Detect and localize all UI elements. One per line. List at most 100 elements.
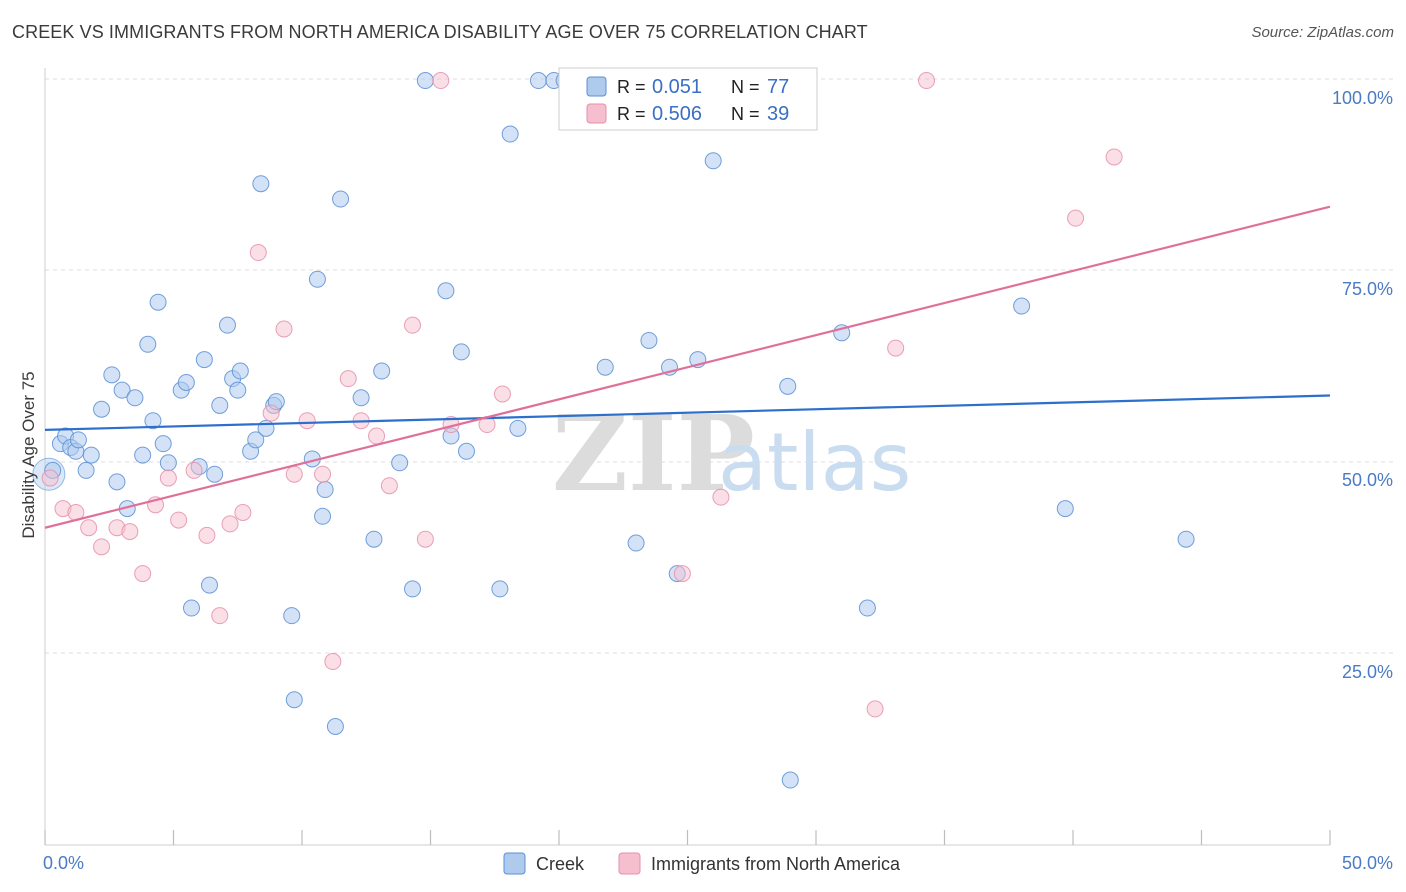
point-creek [365, 530, 383, 548]
trend-line-creek [44, 394, 1331, 431]
point-creek [126, 389, 144, 407]
point-imm [198, 526, 216, 544]
point-creek [206, 465, 224, 483]
point-creek [640, 331, 658, 349]
point-imm [1105, 148, 1123, 166]
point-creek [134, 446, 152, 464]
point-imm [93, 538, 111, 556]
x-tick-label-right: 50.0% [1342, 853, 1393, 873]
point-creek [231, 362, 249, 380]
point-creek [529, 72, 547, 90]
point-creek [103, 366, 121, 384]
point-creek [501, 125, 519, 143]
point-creek [211, 396, 229, 414]
point-creek [509, 419, 527, 437]
point-creek [627, 534, 645, 552]
point-creek [491, 580, 509, 598]
point-imm [673, 565, 691, 583]
bottom-legend: Creek Immigrants from North America [503, 852, 901, 875]
point-creek [326, 718, 344, 736]
point-creek [93, 400, 111, 418]
watermark-atlas: atlas [718, 416, 911, 509]
point-imm [275, 320, 293, 338]
point-imm [80, 519, 98, 537]
legend-r-value-creek: 0.051 [652, 76, 702, 98]
point-imm [314, 465, 332, 483]
point-imm [262, 404, 280, 422]
source-label: Source: ZipAtlas.com [1251, 24, 1394, 41]
bottom-legend-swatch-creek [503, 852, 526, 875]
point-imm [866, 700, 884, 718]
point-imm [249, 244, 267, 262]
point-creek [404, 580, 422, 598]
point-creek [113, 381, 131, 399]
legend-n-value-creek: 77 [767, 76, 789, 98]
point-creek [1056, 500, 1074, 518]
point-creek [437, 282, 455, 300]
point-imm [339, 370, 357, 388]
axes [44, 68, 1331, 846]
point-creek [858, 599, 876, 617]
point-imm [712, 488, 730, 506]
bottom-legend-label-creek: Creek [536, 854, 585, 874]
point-creek [149, 293, 167, 311]
point-creek [779, 377, 797, 395]
bottom-legend-swatch-imm [618, 852, 641, 875]
point-creek [139, 335, 157, 353]
legend-n-label-creek: N = [731, 77, 760, 97]
point-creek [308, 270, 326, 288]
point-imm [221, 515, 239, 533]
point-imm [404, 316, 422, 334]
point-creek [144, 412, 162, 430]
point-creek [457, 442, 475, 460]
legend-r-label-creek: R = [617, 77, 646, 97]
point-creek [373, 362, 391, 380]
point-creek [77, 461, 95, 479]
y-axis-title: Disability Age Over 75 [19, 371, 38, 538]
point-creek [82, 446, 100, 464]
point-creek [252, 175, 270, 193]
point-creek [159, 454, 177, 472]
y-tick-label: 100.0% [1332, 88, 1393, 108]
point-creek [69, 431, 87, 449]
legend-swatch-creek [586, 76, 607, 97]
point-creek [218, 316, 236, 334]
y-tick-label: 25.0% [1342, 662, 1393, 682]
point-imm [493, 385, 511, 403]
legend-r-value-imm: 0.506 [652, 103, 702, 125]
chart-title: CREEK VS IMMIGRANTS FROM NORTH AMERICA D… [12, 22, 868, 42]
point-imm [234, 503, 252, 521]
point-creek [332, 190, 350, 208]
point-creek [316, 481, 334, 499]
tick-labels: 100.0% 75.0% 50.0% 25.0% [1332, 88, 1393, 682]
point-creek [596, 358, 614, 376]
point-creek [391, 454, 409, 472]
point-creek [352, 389, 370, 407]
legend-n-label-imm: N = [731, 104, 760, 124]
trend-lines [44, 205, 1331, 529]
legend-n-value-imm: 39 [767, 103, 789, 125]
point-creek [314, 507, 332, 525]
point-imm [887, 339, 905, 357]
point-creek [1013, 297, 1031, 315]
point-imm [324, 653, 342, 671]
legend-box: R = 0.051 N = 77 R = 0.506 N = 39 [558, 67, 818, 131]
point-creek [108, 473, 126, 491]
point-imm [432, 72, 450, 90]
data-points [32, 72, 1195, 789]
legend-swatch-imm [586, 103, 607, 124]
x-tick-label-left: 0.0% [43, 853, 84, 873]
point-imm [416, 530, 434, 548]
point-imm [380, 477, 398, 495]
point-imm [1067, 209, 1085, 227]
point-imm [918, 72, 936, 90]
point-creek [154, 435, 172, 453]
point-creek [452, 343, 470, 361]
point-creek [182, 599, 200, 617]
trend-line-imm [44, 205, 1331, 529]
point-creek [416, 72, 434, 90]
point-imm [170, 511, 188, 529]
point-creek [177, 373, 195, 391]
point-creek [200, 576, 218, 594]
